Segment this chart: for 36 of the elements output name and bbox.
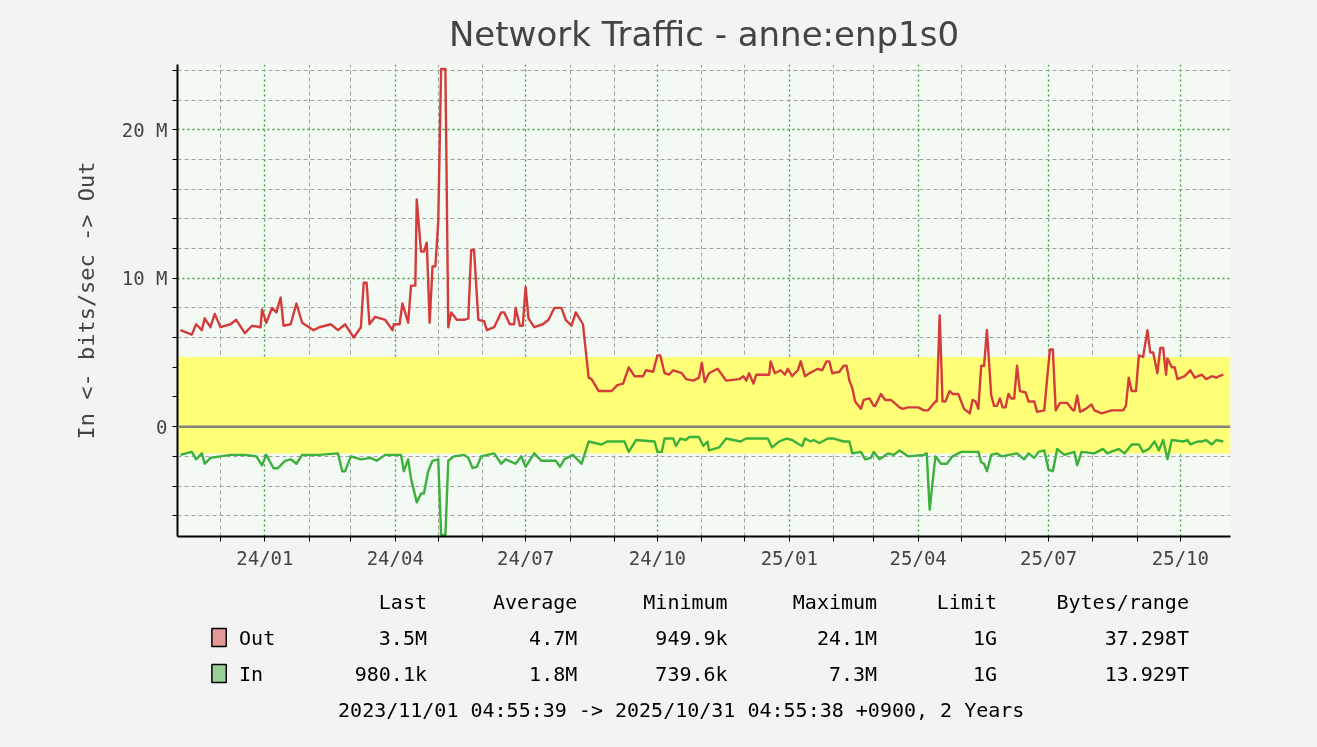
legend-label: In [239,661,264,686]
text: Average [492,589,578,614]
text: 2023/11/01 04:55:39 -> 2025/10/31 04:55:38 +0900, 2 Years [338,697,1025,722]
text: Bytes/range [1056,589,1189,614]
y-axis-title: In <- bits/sec -> Out [73,161,99,440]
line-series [179,67,1225,415]
x-tick-label: 25/10 [1151,546,1209,569]
text: 37.298T [1104,625,1189,650]
text: 3.5M [378,625,427,650]
line-series [179,435,1225,537]
text: 1.8M [529,661,578,686]
x-tick-label: 25/01 [760,546,818,569]
text: 13.929T [1104,661,1189,686]
x-tick-label: 25/04 [889,546,947,569]
x-tick-label: 24/01 [236,546,294,569]
x-tick-label: 24/07 [497,546,555,569]
text: 980.1k [354,661,427,686]
text: 1G [972,625,998,650]
text: 1G [972,661,998,686]
x-tick-label: 24/04 [366,546,424,569]
y-tick-label: 20 M [121,118,168,141]
text: 4.7M [529,625,578,650]
x-tick-label: 25/07 [1019,546,1078,569]
text: Minimum [643,589,728,614]
text: 24.1M [816,625,878,650]
chart-title: Network Traffic - anne:enp1s0 [448,13,960,54]
x-tick-label: 24/10 [628,546,687,569]
text: 949.9k [655,625,728,650]
text: Last [378,589,427,614]
text: Maximum [792,589,878,614]
y-tick-label: 0 [156,415,168,438]
text: 7.3M [828,661,878,686]
legend-label: Out [239,625,276,650]
text: 739.6k [655,661,728,686]
y-tick-label: 10 M [121,267,168,290]
text: Limit [936,589,998,614]
